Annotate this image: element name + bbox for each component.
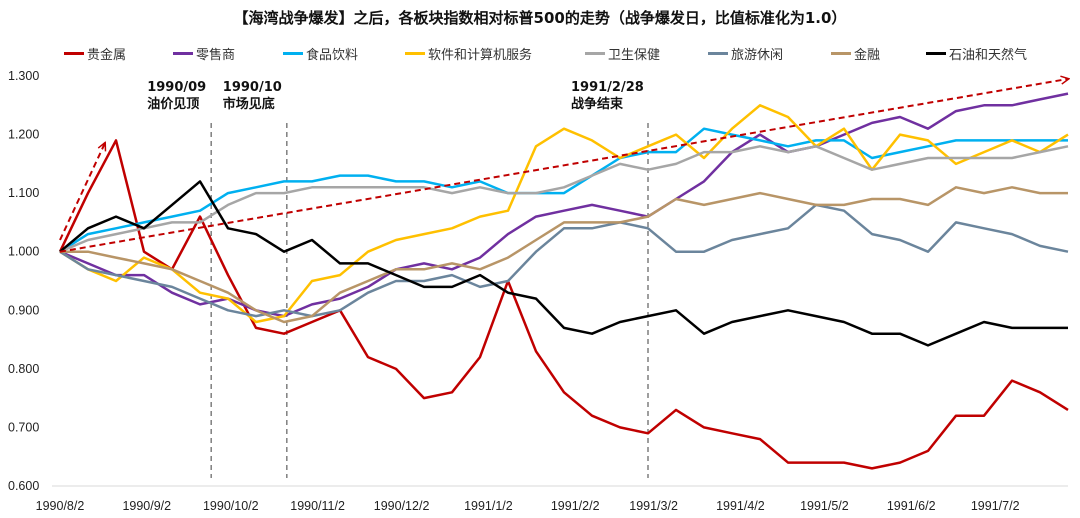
legend-label: 卫生保健 xyxy=(608,48,661,63)
x-tick-label: 1990/9/2 xyxy=(122,499,171,513)
annotation-date: 1990/10 xyxy=(223,80,282,95)
series-line-金融 xyxy=(60,186,1068,324)
legend-swatch xyxy=(708,52,728,55)
annotation-date: 1991/2/28 xyxy=(571,80,644,95)
legend-label: 石油和天然气 xyxy=(949,48,1028,63)
x-tick-label: 1991/1/2 xyxy=(464,499,513,513)
legend-item: 食品饮料 xyxy=(283,44,358,63)
y-tick-label: 0.700 xyxy=(8,420,39,434)
legend-item: 旅游休闲 xyxy=(708,44,783,63)
legend-swatch xyxy=(283,52,303,55)
legend-item: 卫生保健 xyxy=(585,44,660,63)
legend-item: 软件和计算机服务 xyxy=(405,44,532,63)
legend-item: 零售商 xyxy=(173,44,235,63)
series-line-石油和天然气 xyxy=(59,180,1068,347)
x-tick-label: 1991/3/2 xyxy=(629,499,678,513)
legend-label: 食品饮料 xyxy=(306,48,359,63)
x-tick-label: 1991/7/2 xyxy=(971,499,1020,513)
series-line-旅游休闲 xyxy=(59,203,1069,318)
x-tick-label: 1990/10/2 xyxy=(203,499,259,513)
x-tick-label: 1991/6/2 xyxy=(887,499,936,513)
x-tick-label: 1991/5/2 xyxy=(800,499,849,513)
annotation-date: 1990/09 xyxy=(147,80,206,95)
legend-item: 贵金属 xyxy=(64,44,126,63)
legend: 贵金属 零售商 食品饮料 软件和计算机服务 卫生保健 旅游休闲 金融 石油和天然气 xyxy=(0,44,1080,63)
x-tick-label: 1990/12/2 xyxy=(374,499,430,513)
legend-item: 石油和天然气 xyxy=(926,44,1027,63)
legend-swatch xyxy=(64,52,84,55)
legend-swatch xyxy=(926,52,946,55)
legend-label: 旅游休闲 xyxy=(731,48,784,63)
y-tick-label: 1.200 xyxy=(8,128,39,142)
legend-item: 金融 xyxy=(831,44,880,63)
legend-swatch xyxy=(405,52,425,55)
y-tick-label: 1.300 xyxy=(8,69,39,83)
legend-label: 软件和计算机服务 xyxy=(428,48,533,63)
y-tick-label: 1.100 xyxy=(8,186,39,200)
series-line-软件和计算机服务 xyxy=(59,104,1069,324)
y-tick-label: 1.000 xyxy=(8,245,39,259)
trend-arrow xyxy=(59,79,1068,253)
legend-label: 贵金属 xyxy=(87,48,127,63)
trend-arrow xyxy=(59,143,105,241)
chart-title: 【海湾战争爆发】之后，各板块指数相对标普500的走势（战争爆发日，比值标准化为1… xyxy=(233,9,847,27)
x-tick-label: 1990/11/2 xyxy=(290,499,345,513)
x-tick-label: 1990/8/2 xyxy=(36,499,85,513)
legend-label: 零售商 xyxy=(196,48,236,63)
x-tick-label: 1991/4/2 xyxy=(716,499,765,513)
annotation-text: 战争结束 xyxy=(571,96,624,112)
y-tick-label: 0.800 xyxy=(8,362,39,376)
legend-swatch xyxy=(585,52,605,55)
legend-swatch xyxy=(831,52,851,55)
annotation-text: 油价见顶 xyxy=(147,96,199,112)
y-tick-label: 0.600 xyxy=(8,479,39,493)
series-line-食品饮料 xyxy=(59,127,1068,253)
annotation-text: 市场见底 xyxy=(223,96,275,112)
series-line-卫生保健 xyxy=(59,145,1069,253)
legend-swatch xyxy=(173,52,193,55)
legend-label: 金融 xyxy=(854,48,881,63)
series-line-贵金属 xyxy=(58,139,1069,470)
y-tick-label: 0.900 xyxy=(8,303,39,317)
x-tick-label: 1991/2/2 xyxy=(551,499,600,513)
